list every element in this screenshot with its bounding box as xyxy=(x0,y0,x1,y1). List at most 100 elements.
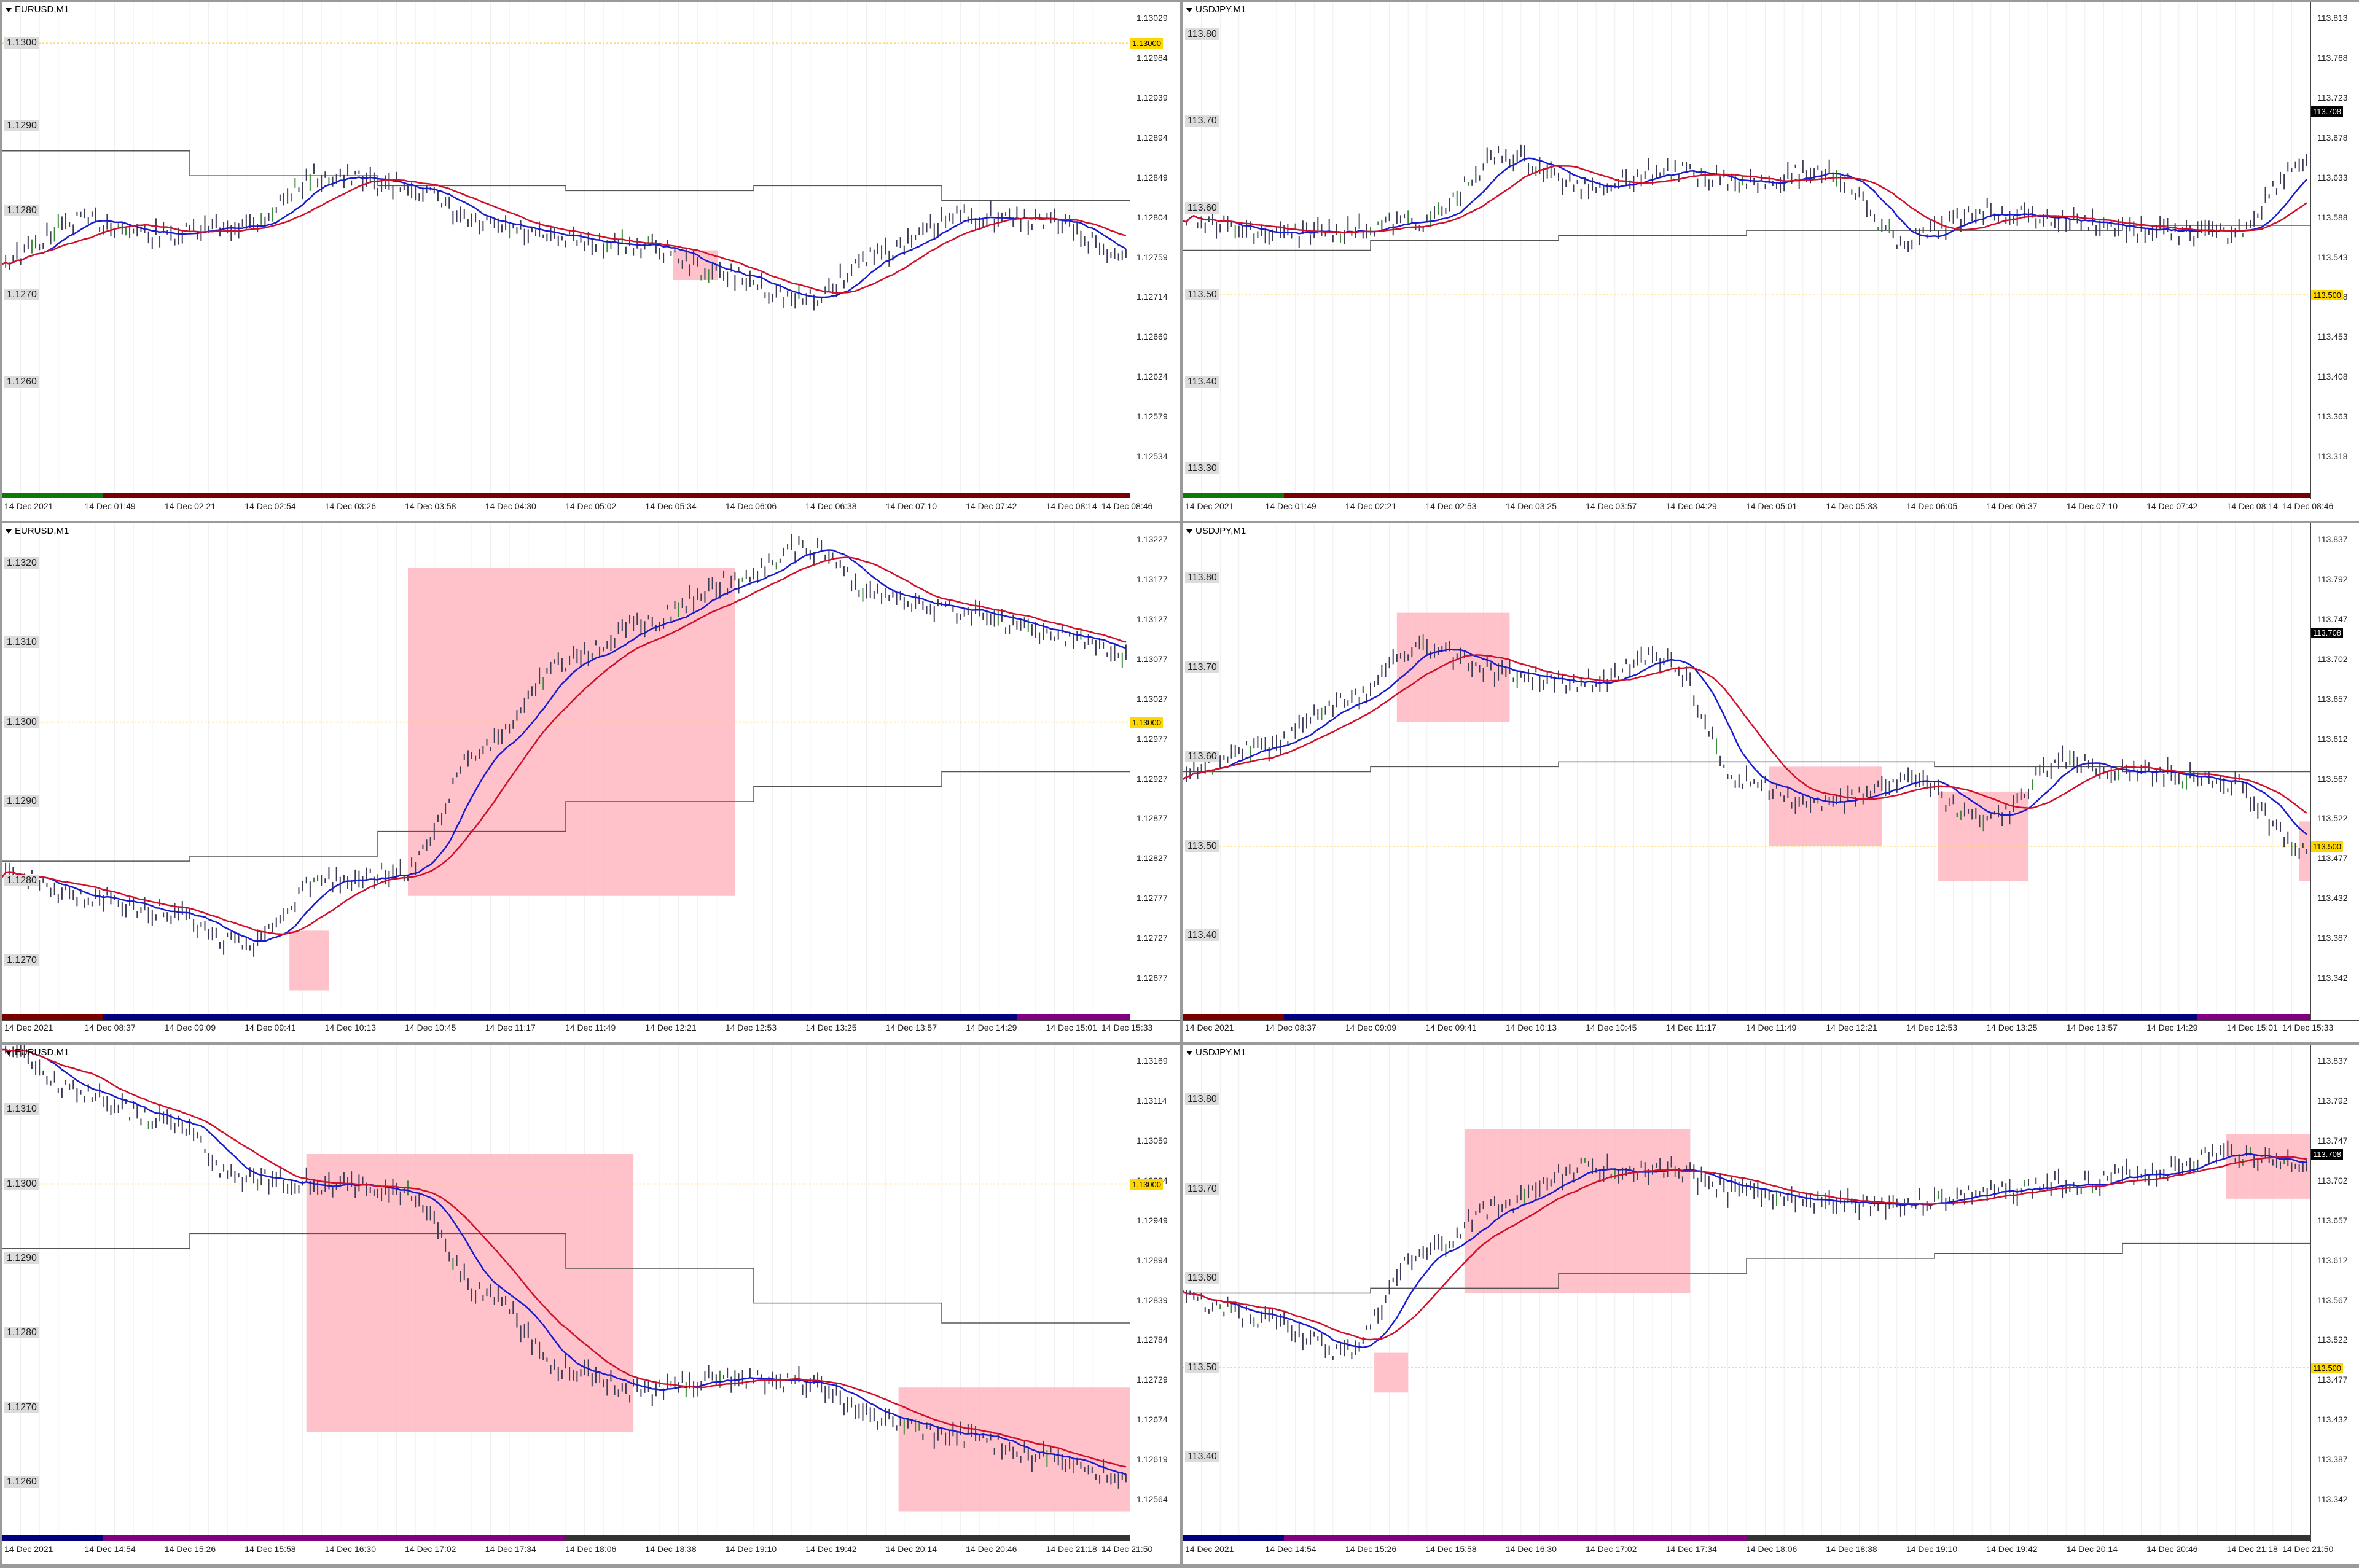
time-tick: 14 Dec 21:18 xyxy=(2226,1544,2278,1554)
chart-symbol-title[interactable]: EURUSD,M1 xyxy=(6,4,69,15)
chevron-down-icon[interactable] xyxy=(1186,7,1192,12)
time-tick: 14 Dec 21:50 xyxy=(2282,1544,2334,1554)
chart-symbol-title[interactable]: USDJPY,M1 xyxy=(1186,526,1246,536)
level-label: 113.70 xyxy=(1185,1182,1219,1195)
zone-box[interactable] xyxy=(2299,821,2310,881)
price-tick: 113.477 xyxy=(2317,1375,2348,1385)
price-tick: 113.612 xyxy=(2317,1255,2348,1265)
moving-average-blue[interactable] xyxy=(2,549,1127,942)
moving-average-red[interactable] xyxy=(2,556,1127,935)
level-label: 1.1280 xyxy=(4,204,39,216)
price-plot[interactable] xyxy=(1183,2,2310,499)
price-tick: 1.12677 xyxy=(1136,973,1168,983)
level-label: 1.1290 xyxy=(4,1252,39,1264)
price-plot[interactable] xyxy=(1183,523,2310,1020)
session-bar xyxy=(2,1014,1130,1020)
time-axis[interactable]: 14 Dec 2021 14 Dec 01:49 14 Dec 02:21 14 De… xyxy=(1183,499,2359,514)
chart-panel[interactable]: USDJPY,M1 113.80 113.70 113.60 113.50 113.40 1… xyxy=(1183,1045,2359,1564)
chart-symbol-title[interactable]: EURUSD,M1 xyxy=(6,526,69,536)
chevron-down-icon[interactable] xyxy=(1186,529,1192,534)
chart-panel[interactable]: EURUSD,M1 1.1310 1.1300 1.1290 1.1280 1.1270 1… xyxy=(2,1045,1180,1564)
time-tick: 14 Dec 08:46 xyxy=(1101,501,1153,511)
chevron-down-icon[interactable] xyxy=(1186,1050,1192,1055)
chevron-down-icon[interactable] xyxy=(6,529,12,534)
time-tick: 14 Dec 04:29 xyxy=(1665,501,1717,511)
time-tick: 14 Dec 12:53 xyxy=(1906,1023,1958,1032)
level-label: 113.70 xyxy=(1185,661,1219,673)
moving-average-red[interactable] xyxy=(1183,654,2307,814)
zone-box[interactable] xyxy=(407,568,735,896)
zone-box[interactable] xyxy=(1938,791,2028,881)
price-tick: 113.567 xyxy=(2317,773,2348,784)
price-tick: 113.432 xyxy=(2317,1414,2348,1425)
time-tick: 14 Dec 2021 xyxy=(1185,1023,1234,1032)
chart-symbol-title[interactable]: USDJPY,M1 xyxy=(1186,1047,1246,1058)
chart-panel[interactable]: EURUSD,M1 1.1320 1.1310 1.1300 1.1290 1.1280 1… xyxy=(2,523,1180,1042)
price-tick: 113.477 xyxy=(2317,853,2348,864)
session-segment xyxy=(1017,493,1130,498)
time-tick: 14 Dec 2021 xyxy=(4,1544,53,1554)
moving-average-red[interactable] xyxy=(1183,1156,2307,1341)
moving-average-blue[interactable] xyxy=(1183,1153,2307,1349)
zone-box[interactable] xyxy=(289,930,329,991)
time-axis[interactable]: 14 Dec 2021 14 Dec 14:54 14 Dec 15:26 14 De… xyxy=(2,1542,1180,1557)
price-axis[interactable]: 1.13227 1.13177 1.13127 1.13077 1.13027 1.129… xyxy=(1130,523,1180,1020)
price-plot[interactable] xyxy=(2,523,1130,1020)
price-tick: 1.13177 xyxy=(1136,574,1168,584)
moving-average-red[interactable] xyxy=(2,179,1127,294)
time-tick: 14 Dec 16:30 xyxy=(324,1544,376,1554)
moving-average-red[interactable] xyxy=(1183,165,2307,234)
price-plot[interactable] xyxy=(2,2,1130,499)
price-axis[interactable]: 113.837 113.792 113.747 113.702 113.657 113.6… xyxy=(2310,523,2359,1020)
moving-average-blue[interactable] xyxy=(2,1048,1127,1475)
time-axis[interactable]: 14 Dec 2021 14 Dec 08:37 14 Dec 09:09 14 De… xyxy=(2,1020,1180,1036)
level-label: 1.1260 xyxy=(4,1475,39,1488)
price-axis[interactable]: 113.813 113.768 113.723 113.678 113.633 113.5… xyxy=(2310,2,2359,499)
moving-average-red[interactable] xyxy=(2,1048,1127,1468)
time-tick: 14 Dec 18:06 xyxy=(565,1544,617,1554)
price-plot[interactable] xyxy=(1183,1045,2310,1542)
price-flag: 113.708 xyxy=(2311,106,2344,117)
price-axis[interactable]: 1.131691.131141.130591.130041.129491.128… xyxy=(1130,1045,1180,1542)
price-tick: 1.12804 xyxy=(1136,212,1168,222)
price-axis[interactable]: 113.837 113.792 113.747 113.702 113.657 113.6… xyxy=(2310,1045,2359,1542)
time-axis[interactable]: 14 Dec 2021 14 Dec 01:49 14 Dec 02:21 14 De… xyxy=(2,499,1180,514)
chevron-down-icon[interactable] xyxy=(6,1050,12,1055)
chart-symbol-title[interactable]: USDJPY,M1 xyxy=(1186,4,1246,15)
session-segment xyxy=(1183,1535,1285,1541)
zone-box[interactable] xyxy=(1374,1352,1409,1393)
level-label: 113.50 xyxy=(1185,840,1219,852)
moving-average-blue[interactable] xyxy=(2,176,1127,298)
zone-box[interactable] xyxy=(1769,766,1882,846)
chart-symbol-title[interactable]: EURUSD,M1 xyxy=(6,1047,69,1058)
price-tick: 113.633 xyxy=(2317,172,2348,182)
session-segment xyxy=(1183,1014,1285,1020)
price-tick: 113.657 xyxy=(2317,693,2348,704)
time-tick: 14 Dec 10:13 xyxy=(1505,1023,1557,1032)
time-tick: 14 Dec 11:49 xyxy=(1746,1023,1797,1032)
time-axis[interactable]: 14 Dec 2021 14 Dec 08:37 14 Dec 09:09 14 De… xyxy=(1183,1020,2359,1036)
level-label: 113.80 xyxy=(1185,28,1219,40)
chart-panel[interactable]: USDJPY,M1 113.80 113.70 113.60 113.50 113.40 1… xyxy=(1183,523,2359,1042)
time-axis[interactable]: 14 Dec 2021 14 Dec 14:54 14 Dec 15:26 14 De… xyxy=(1183,1542,2359,1557)
level-label: 113.80 xyxy=(1185,571,1219,583)
time-tick: 14 Dec 17:34 xyxy=(485,1544,536,1554)
step-indicator-line xyxy=(1183,225,2310,251)
price-tick: 1.12669 xyxy=(1136,332,1168,342)
zone-box[interactable] xyxy=(306,1153,634,1433)
level-label: 113.40 xyxy=(1185,375,1219,388)
time-tick: 14 Dec 18:38 xyxy=(645,1544,697,1554)
time-tick: 14 Dec 12:21 xyxy=(645,1023,697,1032)
zone-box[interactable] xyxy=(2226,1134,2310,1199)
level-label: 1.1270 xyxy=(4,954,39,966)
zone-box[interactable] xyxy=(898,1387,1130,1512)
price-tick: 113.678 xyxy=(2317,132,2348,142)
price-axis[interactable]: 1.13029 1.12984 1.12939 1.12894 1.12849 1.128… xyxy=(1130,2,1180,499)
time-tick: 14 Dec 19:10 xyxy=(725,1544,777,1554)
time-tick: 14 Dec 05:33 xyxy=(1826,501,1877,511)
chart-panel[interactable]: USDJPY,M1 113.80 113.70 113.60 113.50 113.40 1… xyxy=(1183,2,2359,521)
price-plot[interactable] xyxy=(2,1045,1130,1542)
chart-panel[interactable]: EURUSD,M1 1.1300 1.1290 1.1280 1.1270 1.1260 1… xyxy=(2,2,1180,521)
chevron-down-icon[interactable] xyxy=(6,7,12,12)
moving-average-blue[interactable] xyxy=(1183,648,2307,835)
